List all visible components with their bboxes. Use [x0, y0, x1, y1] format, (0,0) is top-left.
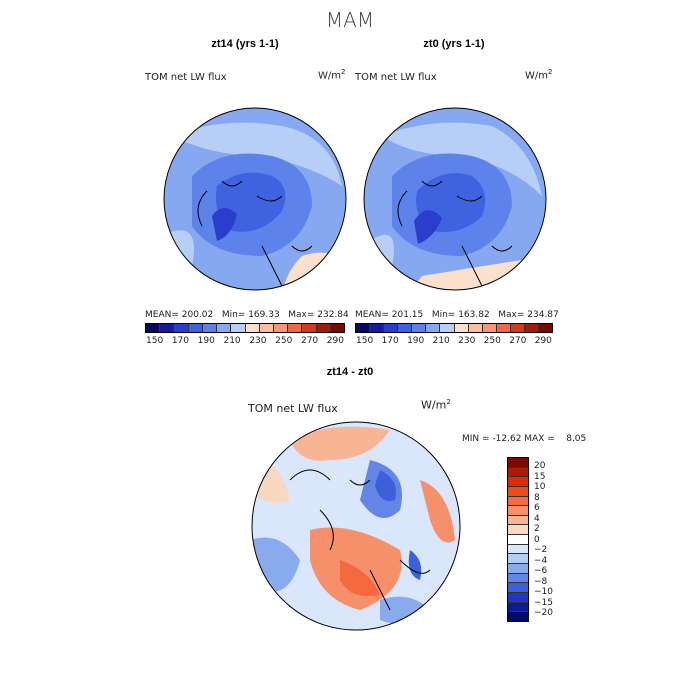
colorbar-swatch: [508, 496, 528, 507]
colorbar-swatch: [370, 324, 385, 332]
colorbar-swatch: [510, 324, 525, 332]
colorbar-tick-label: 190: [197, 336, 215, 346]
colorbar-swatch: [482, 324, 497, 332]
colorbar-swatch: [316, 324, 331, 332]
colorbar-tick-label: 4: [534, 513, 540, 524]
left-variable-label: TOM net LW flux: [145, 72, 227, 83]
season-title: MAM: [325, 8, 375, 32]
colorbar-swatch: [508, 486, 528, 497]
right-variable-label: TOM net LW flux: [355, 72, 437, 83]
colorbar-swatch: [174, 324, 189, 332]
diff-colorbar-ticks: 20 15 10 8 6 4 2 0 −2 −4 −6 −8 −10 −15 −20: [534, 461, 553, 618]
colorbar-tick-label: 150: [146, 336, 164, 346]
left-panel-title: zt14 (yrs 1-1): [211, 38, 279, 50]
diff-stats: MIN = -12.62 MAX = 8.05: [462, 434, 587, 444]
right-stats: MEAN= 201.15 Min= 163.82 Max= 234.87: [355, 310, 559, 320]
colorbar-tick-label: 20: [534, 461, 546, 471]
diff-panel-title: zt14 - zt0: [326, 366, 374, 378]
colorbar-tick-label: 170: [171, 336, 190, 346]
colorbar-swatch: [508, 506, 528, 516]
colorbar-tick-label: 170: [381, 336, 399, 346]
colorbar-tick-label: −20: [534, 608, 553, 618]
colorbar-tick-label: −4: [534, 555, 548, 566]
colorbar-swatch: [440, 324, 455, 332]
right-polar-map: [363, 107, 547, 291]
colorbar-tick-label: 10: [534, 482, 546, 492]
colorbar-tick-label: 210: [223, 336, 241, 346]
colorbar-swatch: [412, 324, 427, 332]
colorbar-tick-label: 210: [432, 336, 450, 346]
colorbar-swatch: [288, 324, 303, 332]
colorbar-tick-label: 270: [509, 336, 527, 346]
left-stats: MEAN= 200.02 Min= 169.33 Max= 232.84: [145, 310, 349, 320]
colorbar-tick-label: 250: [275, 336, 293, 346]
colorbar-swatch: [356, 324, 371, 332]
colorbar-tick-label: 8: [534, 492, 540, 503]
colorbar-tick-label: 0: [534, 534, 540, 545]
right-colorbar-ticks: 150 170 190 210 230 250 270 290: [356, 336, 552, 346]
colorbar-swatch: [468, 324, 483, 332]
colorbar-swatch: [508, 544, 528, 555]
colorbar-swatch: [245, 324, 260, 332]
colorbar-swatch: [496, 324, 511, 332]
diff-colorbar: [507, 457, 529, 622]
diff-polar-map: [251, 421, 461, 631]
colorbar-tick-label: 230: [249, 336, 267, 346]
colorbar-swatch: [259, 324, 274, 332]
colorbar-tick-label: −8: [534, 576, 548, 587]
colorbar-swatch: [508, 458, 528, 468]
colorbar-swatch: [302, 324, 317, 332]
colorbar-swatch: [539, 324, 553, 332]
right-colorbar: [355, 323, 553, 333]
colorbar-swatch: [508, 592, 528, 603]
colorbar-swatch: [508, 583, 528, 593]
colorbar-swatch: [217, 324, 232, 332]
left-units-label: W/m2: [318, 68, 346, 82]
right-units-label: W/m2: [525, 68, 553, 82]
colorbar-tick-label: 190: [407, 336, 425, 346]
colorbar-swatch: [508, 467, 528, 478]
left-colorbar: [145, 323, 345, 333]
colorbar-swatch: [508, 612, 528, 621]
colorbar-tick-label: 290: [534, 336, 552, 346]
colorbar-swatch: [454, 324, 469, 332]
colorbar-swatch: [398, 324, 413, 332]
colorbar-tick-label: −6: [534, 566, 548, 576]
colorbar-tick-label: 250: [483, 336, 501, 346]
colorbar-swatch: [508, 535, 528, 545]
colorbar-tick-label: −10: [534, 587, 553, 597]
colorbar-swatch: [160, 324, 175, 332]
colorbar-tick-label: 15: [534, 471, 546, 482]
colorbar-swatch: [508, 554, 528, 565]
colorbar-swatch: [330, 324, 345, 332]
colorbar-tick-label: 270: [300, 336, 319, 346]
colorbar-swatch: [524, 324, 540, 332]
right-panel-title: zt0 (yrs 1-1): [423, 38, 485, 50]
left-colorbar-ticks: 150 170 190 210 230 250 270 290: [146, 336, 344, 346]
colorbar-swatch: [188, 324, 203, 332]
colorbar-swatch: [426, 324, 441, 332]
colorbar-swatch: [508, 573, 528, 584]
colorbar-swatch: [508, 525, 528, 536]
colorbar-tick-label: 290: [326, 336, 344, 346]
colorbar-tick-label: −15: [534, 597, 553, 608]
diff-units-label: W/m2: [421, 398, 451, 412]
left-polar-map: [163, 107, 347, 291]
colorbar-swatch: [146, 324, 161, 332]
colorbar-tick-label: 230: [458, 336, 476, 346]
colorbar-tick-label: 150: [356, 336, 374, 346]
diff-variable-label: TOM net LW flux: [248, 402, 338, 415]
colorbar-tick-label: 6: [534, 503, 540, 513]
colorbar-swatch: [384, 324, 399, 332]
colorbar-tick-label: −2: [534, 545, 548, 555]
colorbar-swatch: [508, 477, 528, 487]
colorbar-swatch: [508, 564, 528, 574]
colorbar-swatch: [231, 324, 246, 332]
colorbar-swatch: [202, 324, 218, 332]
colorbar-tick-label: 2: [534, 524, 540, 534]
colorbar-swatch: [508, 602, 528, 613]
colorbar-swatch: [508, 515, 528, 526]
colorbar-swatch: [273, 324, 289, 332]
